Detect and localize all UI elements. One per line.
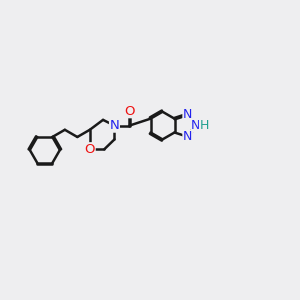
Text: N: N xyxy=(191,119,200,132)
Text: H: H xyxy=(200,119,209,132)
Text: O: O xyxy=(85,143,95,156)
Text: N: N xyxy=(183,130,192,143)
Text: N: N xyxy=(110,119,119,132)
Text: O: O xyxy=(124,105,135,118)
Text: N: N xyxy=(183,108,192,121)
